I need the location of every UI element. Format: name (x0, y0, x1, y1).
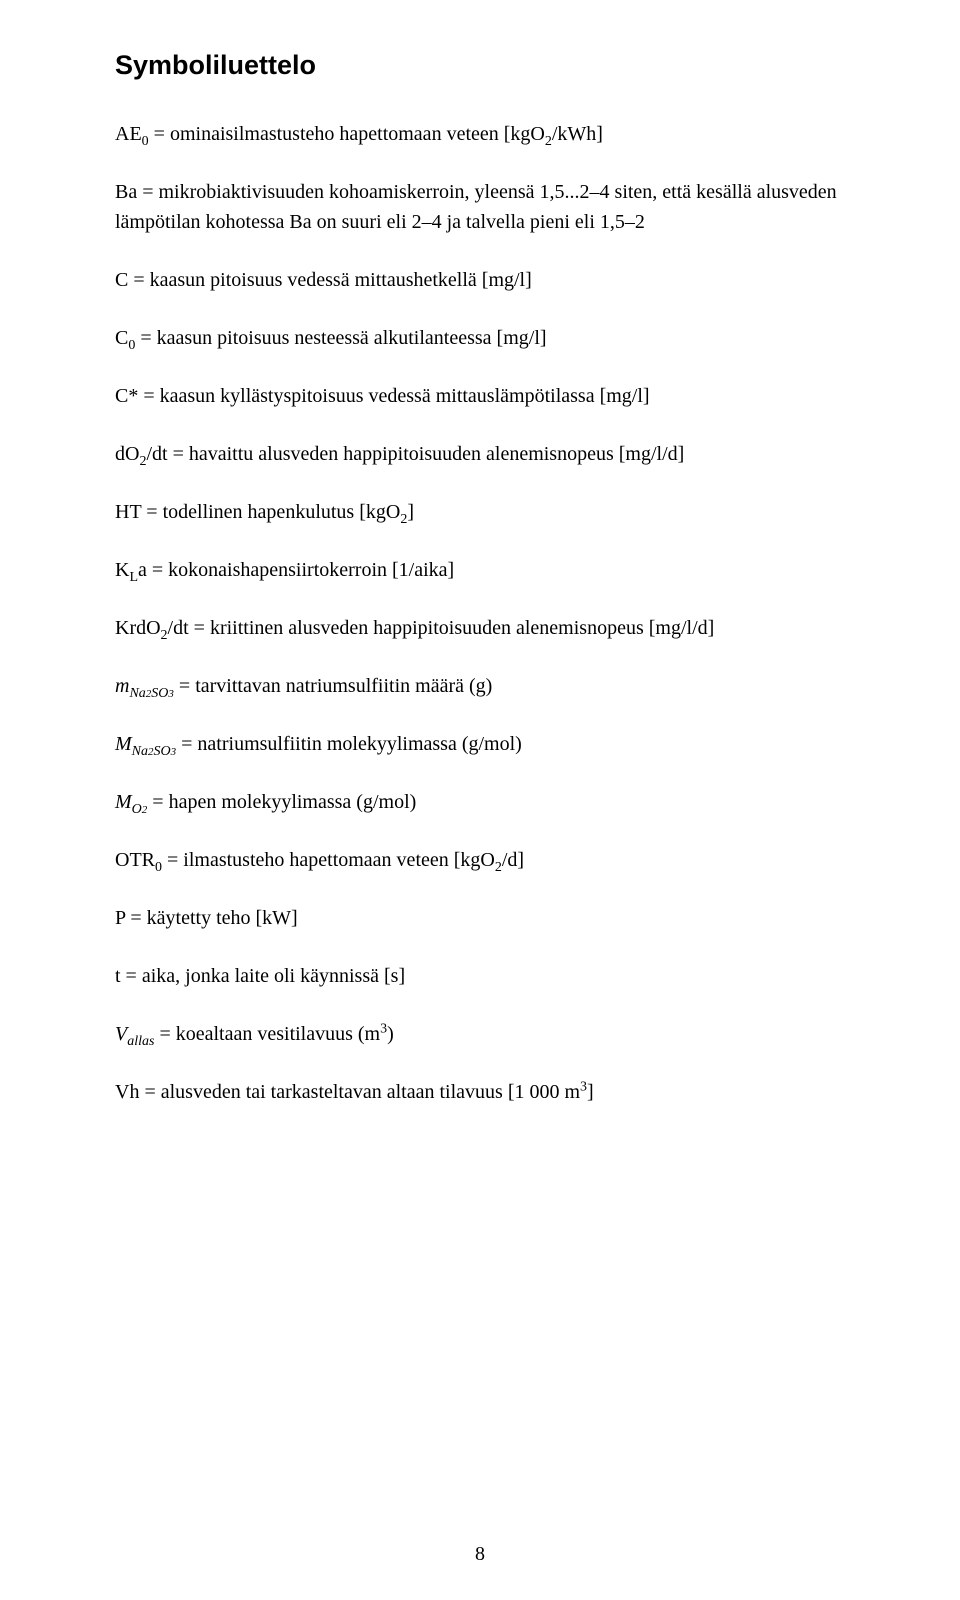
symbol-entry: Ba = mikrobiaktivisuuden kohoamiskerroin… (115, 177, 845, 237)
symbol-entry: Vh = alusveden tai tarkasteltavan altaan… (115, 1077, 845, 1107)
symbol-entry: C* = kaasun kyllästyspitoisuus vedessä m… (115, 381, 845, 411)
symbol-entry: P = käytetty teho [kW] (115, 903, 845, 933)
symbol-entry: MNa2SO3 = natriumsulfiitin molekyylimass… (115, 729, 845, 759)
page-title: Symboliluettelo (115, 50, 845, 81)
symbol-entry: KLa = kokonaishapensiirtokerroin [1/aika… (115, 555, 845, 585)
symbol-entry: KrdO2/dt = kriittinen alusveden happipit… (115, 613, 845, 643)
document-page: Symboliluettelo AE0 = ominaisilmastusteh… (0, 0, 960, 1600)
symbol-entry: HT = todellinen hapenkulutus [kgO2] (115, 497, 845, 527)
symbol-entry: OTR0 = ilmastusteho hapettomaan veteen [… (115, 845, 845, 875)
symbol-list: AE0 = ominaisilmastusteho hapettomaan ve… (115, 119, 845, 1107)
symbol-entry: mNa2SO3 = tarvittavan natriumsulfiitin m… (115, 671, 845, 701)
symbol-entry: C = kaasun pitoisuus vedessä mittaushetk… (115, 265, 845, 295)
page-number: 8 (0, 1543, 960, 1566)
symbol-entry: t = aika, jonka laite oli käynnissä [s] (115, 961, 845, 991)
symbol-entry: AE0 = ominaisilmastusteho hapettomaan ve… (115, 119, 845, 149)
symbol-entry: dO2/dt = havaittu alusveden happipitoisu… (115, 439, 845, 469)
symbol-entry: C0 = kaasun pitoisuus nesteessä alkutila… (115, 323, 845, 353)
symbol-entry: Vallas = koealtaan vesitilavuus (m3) (115, 1019, 845, 1049)
symbol-entry: MO2 = hapen molekyylimassa (g/mol) (115, 787, 845, 817)
